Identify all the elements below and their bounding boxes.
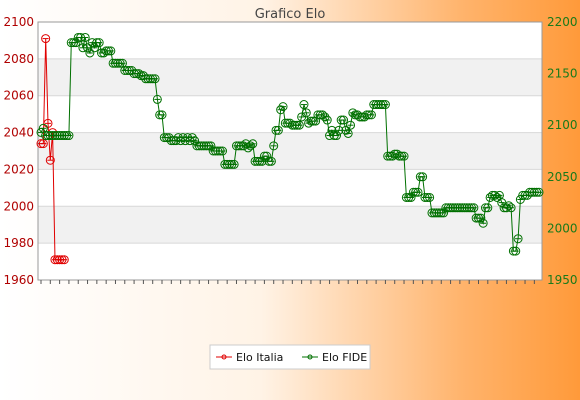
data-point (85, 48, 95, 58)
data-point (301, 108, 311, 118)
y-left-tick-label: 2100 (3, 15, 34, 29)
data-point (418, 172, 428, 182)
grid-bands (38, 58, 542, 244)
data-point (59, 255, 69, 265)
plot-border (37, 21, 543, 281)
grid-band (38, 206, 542, 244)
data-point (43, 118, 53, 128)
legend-label: Elo Italia (236, 351, 283, 364)
legend: Elo Italia Elo FIDE (209, 344, 371, 370)
data-point (99, 48, 109, 58)
data-point (41, 34, 51, 44)
series-points (36, 32, 544, 265)
legend-box (209, 344, 371, 370)
data-point (534, 187, 544, 197)
y-left-tick-label: 2000 (3, 199, 34, 213)
data-point (439, 208, 449, 218)
legend-marker (307, 354, 313, 360)
y-right-tick-label: 1950 (547, 273, 578, 287)
y-left-tick-label: 1980 (3, 236, 34, 250)
data-point (285, 118, 295, 128)
data-point (343, 128, 353, 138)
y-right-tick-label: 2100 (547, 118, 578, 132)
y-left-tick-label: 1960 (3, 273, 34, 287)
data-point (273, 125, 283, 135)
y-left-tick-label: 2080 (3, 52, 34, 66)
data-point (90, 43, 100, 53)
data-point (513, 234, 523, 244)
data-point (413, 187, 423, 197)
data-point (278, 102, 288, 112)
data-point (322, 115, 332, 125)
data-point (262, 151, 272, 161)
data-point (38, 139, 48, 149)
data-point (190, 136, 200, 146)
y-right-tick-label: 2000 (547, 221, 578, 235)
data-point (245, 141, 255, 151)
data-point (304, 118, 314, 128)
y-left-tick-label: 2020 (3, 162, 34, 176)
data-point (206, 141, 216, 151)
data-point (380, 100, 390, 110)
data-point (266, 156, 276, 166)
data-point (150, 74, 160, 84)
data-point (478, 218, 488, 228)
data-point (311, 116, 321, 126)
data-point (71, 38, 81, 48)
data-point (425, 192, 435, 202)
data-point (106, 46, 116, 56)
data-point (339, 115, 349, 125)
data-point (406, 192, 416, 202)
data-point (348, 108, 358, 118)
data-point (352, 110, 362, 120)
data-point (392, 149, 402, 159)
grid-lines (37, 21, 543, 281)
data-point (483, 203, 493, 213)
data-point (511, 246, 521, 256)
y-axis-right: 1950 2000 2050 2100 2150 2200 (547, 15, 578, 287)
data-point (248, 139, 258, 149)
data-point (94, 38, 104, 48)
data-point (469, 203, 479, 213)
data-point (399, 151, 409, 161)
data-point (157, 110, 167, 120)
data-point (476, 213, 486, 223)
data-point (269, 141, 279, 151)
data-point (64, 131, 74, 141)
data-point (299, 100, 309, 110)
y-left-tick-label: 2060 (3, 89, 34, 103)
y-right-tick-label: 2150 (547, 67, 578, 81)
data-point (346, 120, 356, 130)
data-point (320, 112, 330, 122)
data-point (276, 105, 286, 115)
data-point (134, 69, 144, 79)
data-point (341, 125, 351, 135)
data-point (294, 120, 304, 130)
data-point (229, 159, 239, 169)
y-right-tick-label: 2050 (547, 170, 578, 184)
y-right-tick-label: 2200 (547, 15, 578, 29)
data-point (506, 203, 516, 213)
data-point (187, 133, 197, 143)
data-point (218, 146, 228, 156)
y-left-tick-label: 2040 (3, 126, 34, 140)
data-point (332, 131, 342, 141)
data-point (504, 201, 514, 211)
data-point (318, 110, 328, 120)
data-point (359, 112, 369, 122)
data-point (492, 192, 502, 202)
data-point (80, 32, 90, 42)
legend-marker (221, 354, 227, 360)
legend-label: Elo FIDE (322, 351, 367, 364)
data-point (45, 155, 55, 165)
data-point (366, 110, 376, 120)
grid-band (38, 132, 542, 170)
grid-band (38, 58, 542, 96)
x-axis (40, 280, 535, 284)
chart-title: Grafico Elo (255, 7, 326, 22)
data-point (152, 94, 162, 104)
y-axis-left: 1960 1980 2000 2020 2040 2060 2080 2100 (3, 15, 34, 287)
